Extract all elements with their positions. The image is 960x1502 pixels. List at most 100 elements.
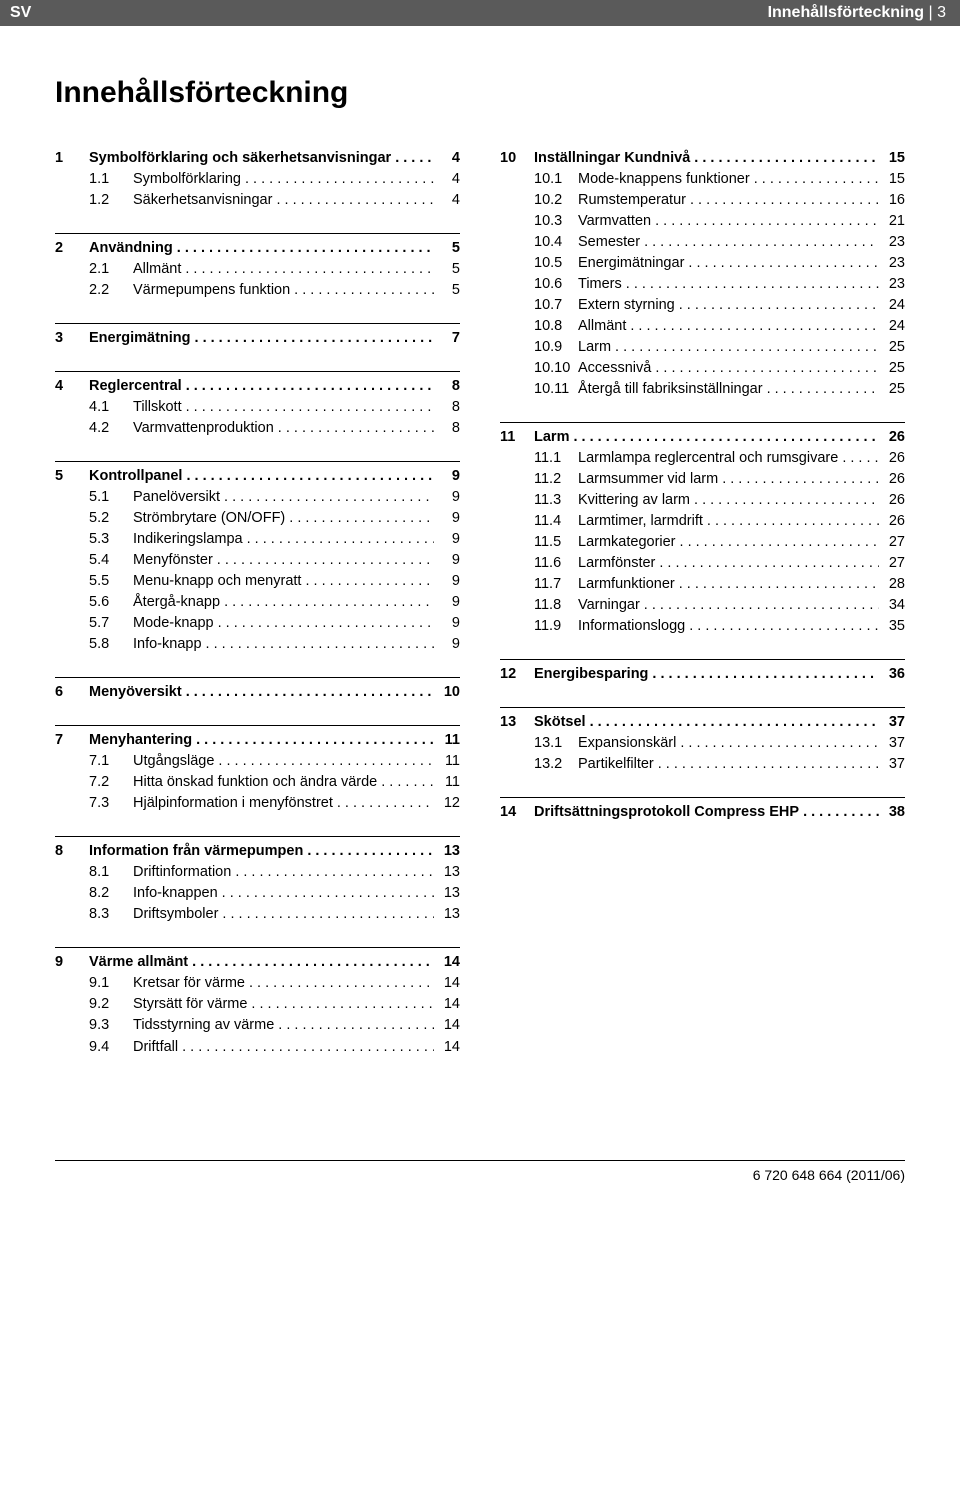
toc-leader-dots: [722, 469, 879, 490]
toc-item-number: 13.1: [534, 733, 578, 754]
toc-section: 13Skötsel3713.1Expansionskärl3713.2Parti…: [500, 707, 905, 775]
toc-leader-dots: [186, 397, 434, 418]
toc-item-page: 14: [438, 973, 460, 994]
toc-heading-row: 2Användning5: [55, 238, 460, 259]
toc-item-page: 26: [883, 511, 905, 532]
toc-section-number: 7: [55, 730, 89, 751]
toc-section-page: 15: [883, 148, 905, 169]
toc-item-page: 4: [438, 190, 460, 211]
toc-item-page: 14: [438, 994, 460, 1015]
toc-item-number: 9.3: [89, 1015, 133, 1036]
toc-item-page: 9: [438, 634, 460, 655]
toc-section-number: 13: [500, 712, 534, 733]
toc-section-number: 5: [55, 466, 89, 487]
toc-leader-dots: [679, 574, 879, 595]
toc-section-page: 26: [883, 427, 905, 448]
section-rule: [55, 836, 460, 837]
toc-item-title: Utgångsläge: [133, 751, 214, 772]
toc-item-row: 9.2Styrsätt för värme14: [55, 994, 460, 1015]
toc-item-title: Värmepumpens funktion: [133, 280, 290, 301]
toc-heading-row: 8Information från värmepumpen13: [55, 841, 460, 862]
toc-section: 11Larm2611.1Larmlampa reglercentral och …: [500, 422, 905, 637]
toc-item-number: 13.2: [534, 754, 578, 775]
toc-leader-dots: [217, 550, 434, 571]
toc-item-row: 13.1Expansionskärl37: [500, 733, 905, 754]
toc-item-number: 8.3: [89, 904, 133, 925]
toc-item-title: Mode-knappens funktioner: [578, 169, 750, 190]
toc-leader-dots: [276, 190, 434, 211]
toc-item-page: 25: [883, 379, 905, 400]
toc-item-row: 10.4Semester23: [500, 232, 905, 253]
toc-leader-dots: [185, 259, 434, 280]
footer: 6 720 648 664 (2011/06): [0, 1110, 960, 1201]
toc-item-number: 11.3: [534, 490, 578, 511]
toc-columns: 1Symbolförklaring och säkerhetsanvisning…: [55, 148, 905, 1080]
toc-item-title: Driftinformation: [133, 862, 231, 883]
toc-section-number: 14: [500, 802, 534, 823]
toc-item-row: 5.7Mode-knapp9: [55, 613, 460, 634]
content: Innehållsförteckning 1Symbolförklaring o…: [0, 26, 960, 1110]
toc-section-number: 4: [55, 376, 89, 397]
toc-leader-dots: [659, 553, 879, 574]
toc-item-title: Panelöversikt: [133, 487, 220, 508]
toc-item-title: Extern styrning: [578, 295, 675, 316]
toc-item-row: 7.3Hjälpinformation i menyfönstret12: [55, 793, 460, 814]
toc-item-title: Informationslogg: [578, 616, 685, 637]
toc-item-number: 11.6: [534, 553, 578, 574]
toc-item-page: 13: [438, 883, 460, 904]
toc-item-title: Larmtimer, larmdrift: [578, 511, 703, 532]
toc-item-title: Driftfall: [133, 1037, 178, 1058]
toc-item-title: Larmkategorier: [578, 532, 676, 553]
toc-item-number: 11.1: [534, 448, 578, 469]
toc-leader-dots: [278, 1015, 434, 1036]
toc-leader-dots: [694, 148, 879, 169]
toc-item-row: 5.8Info-knapp9: [55, 634, 460, 655]
toc-item-number: 9.4: [89, 1037, 133, 1058]
toc-item-page: 27: [883, 532, 905, 553]
document-title: Innehållsförteckning: [55, 76, 905, 110]
toc-item-title: Allmänt: [133, 259, 181, 280]
section-rule: [55, 677, 460, 678]
toc-item-number: 5.6: [89, 592, 133, 613]
toc-section-title: Användning: [89, 238, 173, 259]
section-rule: [500, 707, 905, 708]
toc-item-number: 5.7: [89, 613, 133, 634]
toc-item-number: 5.1: [89, 487, 133, 508]
toc-item-number: 11.5: [534, 532, 578, 553]
toc-item-title: Säkerhetsanvisningar: [133, 190, 272, 211]
toc-item-page: 24: [883, 295, 905, 316]
toc-leader-dots: [803, 802, 879, 823]
toc-leader-dots: [590, 712, 879, 733]
toc-item-row: 5.3Indikeringslampa9: [55, 529, 460, 550]
section-rule: [500, 422, 905, 423]
toc-item-row: 13.2Partikelfilter37: [500, 754, 905, 775]
section-rule: [55, 725, 460, 726]
toc-section-number: 10: [500, 148, 534, 169]
toc-item-page: 4: [438, 169, 460, 190]
toc-item-page: 9: [438, 529, 460, 550]
toc-item-number: 7.1: [89, 751, 133, 772]
toc-item-number: 11.9: [534, 616, 578, 637]
toc-item-title: Återgå till fabriksinställningar: [578, 379, 763, 400]
toc-section-title: Kontrollpanel: [89, 466, 182, 487]
toc-item-number: 2.1: [89, 259, 133, 280]
header-page-number: 3: [937, 4, 946, 21]
toc-item-number: 10.9: [534, 337, 578, 358]
toc-section: 10Inställningar Kundnivå1510.1Mode-knapp…: [500, 148, 905, 400]
toc-leader-dots: [218, 751, 434, 772]
toc-section-number: 9: [55, 952, 89, 973]
toc-item-page: 8: [438, 397, 460, 418]
toc-item-page: 11: [438, 772, 460, 793]
toc-section-page: 37: [883, 712, 905, 733]
toc-section-number: 1: [55, 148, 89, 169]
section-rule: [55, 371, 460, 372]
toc-leader-dots: [177, 238, 434, 259]
toc-item-row: 5.2Strömbrytare (ON/OFF)9: [55, 508, 460, 529]
toc-leader-dots: [249, 973, 434, 994]
toc-item-page: 14: [438, 1037, 460, 1058]
toc-section: 4Reglercentral84.1Tillskott84.2Varmvatte…: [55, 371, 460, 439]
toc-item-row: 8.2Info-knappen13: [55, 883, 460, 904]
toc-item-number: 10.11: [534, 379, 578, 400]
toc-item-row: 2.2Värmepumpens funktion5: [55, 280, 460, 301]
toc-item-page: 9: [438, 613, 460, 634]
